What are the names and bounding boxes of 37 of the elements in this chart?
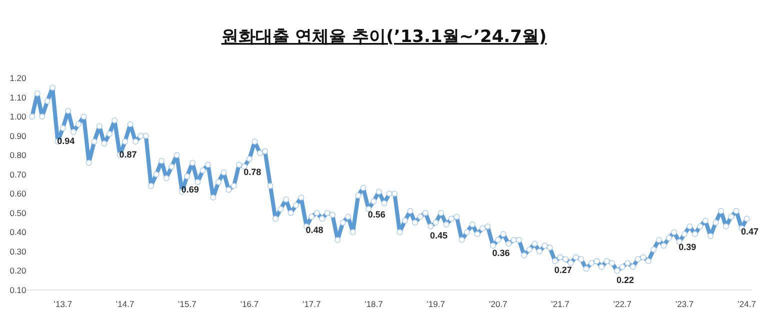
data-label: 0.36 bbox=[492, 248, 510, 258]
data-label: 0.39 bbox=[678, 242, 696, 252]
y-tick-label: 1.20 bbox=[10, 73, 27, 83]
data-label: 0.22 bbox=[616, 274, 634, 285]
y-tick-label: 0.90 bbox=[10, 130, 27, 141]
x-tick-label: ’21.7 bbox=[550, 299, 570, 309]
x-tick-label: ’22.7 bbox=[613, 299, 632, 309]
data-label: 0.45 bbox=[430, 230, 448, 241]
data-label: 0.47 bbox=[740, 226, 758, 237]
y-tick-label: 0.40 bbox=[10, 227, 27, 238]
x-tick-label: ’15.7 bbox=[178, 299, 197, 309]
y-tick-label: 1.10 bbox=[10, 92, 27, 102]
y-tick-label: 0.60 bbox=[10, 188, 27, 199]
x-tick-label: ’19.7 bbox=[426, 299, 446, 309]
x-tick-label: ’20.7 bbox=[488, 299, 508, 309]
x-tick-label: ’14.7 bbox=[116, 299, 134, 309]
x-tick-label: ’24.7 bbox=[738, 299, 756, 309]
x-tick-label: ’16.7 bbox=[240, 299, 259, 309]
data-label: 0.94 bbox=[57, 136, 75, 146]
data-label: 0.87 bbox=[119, 150, 137, 160]
chart-title: 원화대출 연체율 추이(’13.1월~’24.7월) bbox=[221, 27, 547, 47]
x-tick-label: ’18.7 bbox=[364, 299, 384, 309]
y-tick-label: 0.20 bbox=[10, 266, 27, 276]
data-label: 0.27 bbox=[554, 265, 572, 276]
y-tick-label: 0.80 bbox=[10, 150, 27, 160]
data-label: 0.56 bbox=[368, 209, 386, 220]
y-tick-label: 0.30 bbox=[10, 246, 27, 256]
x-tick-label: ’23.7 bbox=[675, 299, 694, 309]
y-tick-label: 1.00 bbox=[10, 112, 27, 122]
data-label: 0.78 bbox=[244, 166, 262, 177]
data-label: 0.48 bbox=[306, 224, 324, 235]
x-tick-label: ’13.7 bbox=[54, 299, 72, 309]
x-tick-label: ’17.7 bbox=[302, 299, 322, 309]
y-tick-label: 0.70 bbox=[10, 169, 27, 180]
y-tick-label: 0.10 bbox=[10, 285, 27, 295]
y-tick-label: 0.50 bbox=[10, 208, 27, 218]
data-label: 0.69 bbox=[181, 184, 199, 194]
